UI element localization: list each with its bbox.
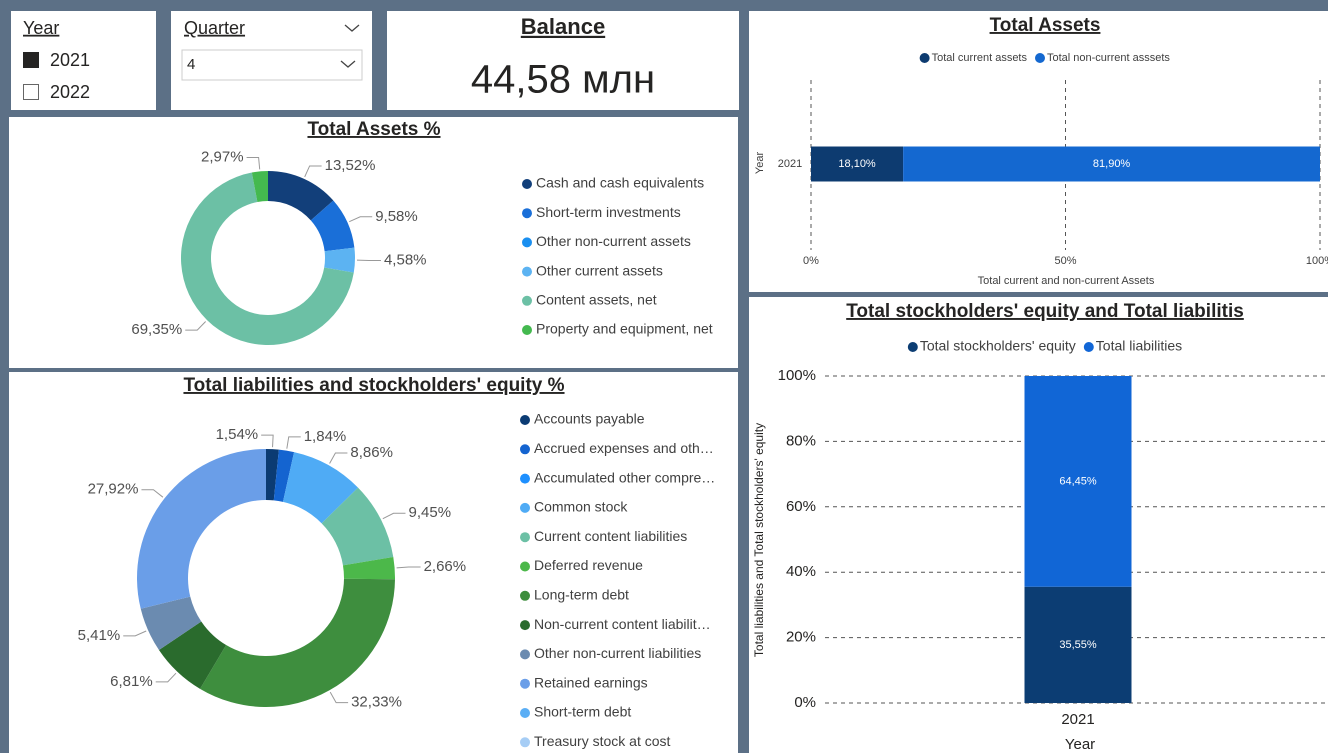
data-label: 4,58%: [384, 251, 427, 268]
legend-label: Short-term investments: [536, 204, 681, 220]
dashboard: Year 2021 2022 Quarter 4 Balance 44,58 м…: [0, 0, 1328, 753]
chart-title: Total Assets %: [307, 119, 440, 140]
legend-label: Cash and cash equivalents: [536, 175, 704, 191]
page: Year 2021 2022 Quarter 4 Balance 44,58 м…: [0, 0, 1328, 753]
year-slicer-title: Year: [23, 18, 59, 38]
y-axis-label: Total liabilities and Total stockholders…: [752, 423, 766, 657]
legend-marker: [908, 342, 918, 352]
y-tick-label: 100%: [778, 367, 816, 384]
data-label: 6,81%: [110, 673, 153, 690]
x-tick-label: 50%: [1054, 255, 1076, 267]
legend-marker: [520, 562, 530, 572]
legend-marker: [520, 679, 530, 689]
legend-label: Other non-current liabilities: [534, 645, 701, 661]
legend-label: Current content liabilities: [534, 528, 687, 544]
legend-marker: [522, 325, 532, 335]
card-value: 44,58 млн: [471, 58, 655, 102]
legend-marker: [520, 591, 530, 601]
legend-label: Short-term debt: [534, 704, 631, 720]
y-tick-label: 20%: [786, 629, 816, 646]
chart-title: Total liabilities and stockholders' equi…: [183, 375, 564, 396]
legend-marker: [920, 53, 930, 63]
chart-title: Total Assets: [990, 15, 1101, 36]
data-label: 9,45%: [409, 504, 452, 521]
data-label: 27,92%: [88, 481, 139, 498]
quarter-slicer-title: Quarter: [184, 18, 245, 38]
legend-label: Other current assets: [536, 262, 663, 278]
data-label: 81,90%: [1093, 158, 1131, 170]
legend-label: Accumulated other compre…: [534, 469, 715, 485]
legend-label: Content assets, net: [536, 292, 657, 308]
data-label: 18,10%: [838, 158, 876, 170]
chart-title: Total stockholders' equity and Total lia…: [846, 301, 1244, 322]
legend-label: Total non-current asssets: [1047, 52, 1170, 64]
checkbox-checked[interactable]: [23, 52, 39, 68]
x-tick-label: 2021: [1061, 711, 1094, 728]
legend-marker: [1035, 53, 1045, 63]
legend-label: Long-term debt: [534, 587, 629, 603]
legend-marker: [520, 532, 530, 542]
legend-label: Total liabilities: [1096, 338, 1182, 354]
y-tick-label: 60%: [786, 498, 816, 515]
data-label: 1,54%: [216, 426, 259, 443]
data-label: 69,35%: [131, 321, 182, 338]
data-label: 32,33%: [351, 694, 402, 711]
quarter-value[interactable]: 4: [187, 56, 195, 73]
legend-marker: [520, 503, 530, 513]
year-option[interactable]: 2021: [50, 50, 90, 70]
legend-marker: [520, 737, 530, 747]
legend-marker: [520, 708, 530, 718]
legend-marker: [1084, 342, 1094, 352]
legend-marker: [520, 474, 530, 484]
legend-label: Accrued expenses and oth…: [534, 440, 714, 456]
y-tick-label: 2021: [778, 158, 802, 170]
legend-marker: [520, 620, 530, 630]
legend-marker: [520, 444, 530, 454]
legend-label: Treasury stock at cost: [534, 733, 671, 749]
legend-label: Other non-current assets: [536, 233, 691, 249]
legend-marker: [522, 179, 532, 189]
x-tick-label: 100%: [1306, 255, 1328, 267]
legend-label: Non-current content liabilit…: [534, 616, 711, 632]
data-label: 9,58%: [375, 208, 418, 225]
data-label: 13,52%: [325, 157, 376, 174]
y-tick-label: 80%: [786, 432, 816, 449]
quarter-dropdown[interactable]: [182, 50, 362, 80]
legend-marker: [520, 649, 530, 659]
legend: Total stockholders' equity Total liabilit…: [908, 338, 1182, 354]
data-label: 35,55%: [1059, 639, 1097, 651]
legend-label: Property and equipment, net: [536, 321, 713, 337]
card-title: Balance: [521, 14, 605, 39]
data-label: 2,66%: [424, 558, 467, 575]
x-axis-label: Total current and non-current Assets: [978, 275, 1155, 287]
legend-label: Total current assets: [932, 52, 1028, 64]
x-axis-label: Year: [1065, 736, 1095, 753]
legend-label: Deferred revenue: [534, 557, 643, 573]
data-label: 8,86%: [350, 444, 393, 461]
legend-marker: [522, 267, 532, 277]
y-tick-label: 0%: [794, 694, 816, 711]
legend-label: Total stockholders' equity: [920, 338, 1076, 354]
legend-marker: [522, 208, 532, 218]
legend-marker: [520, 415, 530, 425]
x-tick-label: 0%: [803, 255, 819, 267]
legend-marker: [522, 296, 532, 306]
data-label: 2,97%: [201, 148, 244, 165]
data-label: 5,41%: [78, 627, 121, 644]
data-label: 64,45%: [1059, 475, 1097, 487]
y-tick-label: 40%: [786, 563, 816, 580]
y-axis-label: Year: [754, 152, 766, 175]
year-option[interactable]: 2022: [50, 82, 90, 102]
legend-label: Common stock: [534, 499, 628, 515]
legend-label: Accounts payable: [534, 411, 645, 427]
legend-label: Retained earnings: [534, 674, 648, 690]
data-label: 1,84%: [304, 428, 347, 445]
legend-marker: [522, 237, 532, 247]
